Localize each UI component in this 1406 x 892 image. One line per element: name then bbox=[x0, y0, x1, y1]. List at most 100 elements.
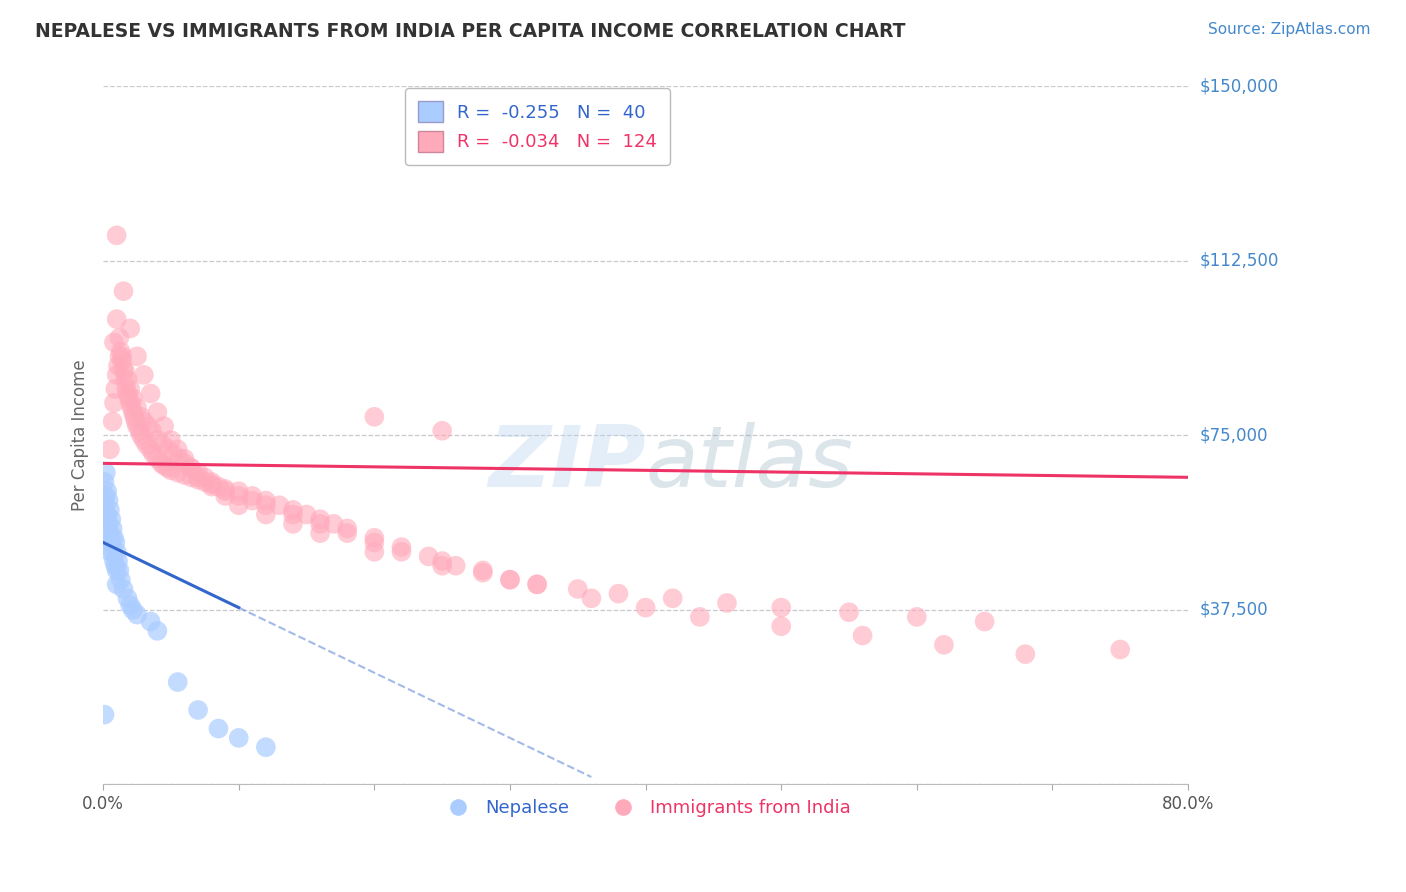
Point bbox=[567, 582, 589, 596]
Point bbox=[163, 447, 186, 461]
Point bbox=[121, 401, 143, 415]
Point bbox=[166, 466, 188, 480]
Point bbox=[153, 419, 176, 434]
Point bbox=[142, 447, 165, 461]
Point bbox=[146, 624, 169, 638]
Legend: Nepalese, Immigrants from India: Nepalese, Immigrants from India bbox=[433, 792, 859, 824]
Point bbox=[214, 484, 236, 499]
Point bbox=[851, 628, 873, 642]
Point bbox=[150, 456, 173, 470]
Point bbox=[187, 703, 209, 717]
Point bbox=[114, 363, 136, 377]
Point bbox=[94, 512, 117, 526]
Point bbox=[716, 596, 738, 610]
Point bbox=[363, 409, 385, 424]
Point bbox=[124, 409, 146, 424]
Point bbox=[146, 433, 169, 447]
Point bbox=[112, 284, 135, 298]
Point bbox=[103, 531, 125, 545]
Point bbox=[254, 493, 277, 508]
Point bbox=[499, 573, 522, 587]
Point bbox=[180, 461, 202, 475]
Point bbox=[96, 531, 118, 545]
Point bbox=[125, 419, 148, 434]
Point bbox=[105, 312, 128, 326]
Point bbox=[157, 442, 180, 457]
Y-axis label: Per Capita Income: Per Capita Income bbox=[72, 359, 89, 511]
Point bbox=[101, 545, 124, 559]
Point bbox=[160, 433, 183, 447]
Point bbox=[110, 573, 132, 587]
Point bbox=[207, 480, 229, 494]
Point bbox=[430, 424, 453, 438]
Point bbox=[471, 563, 494, 577]
Point bbox=[103, 554, 125, 568]
Point bbox=[105, 545, 128, 559]
Point bbox=[104, 558, 127, 573]
Point bbox=[689, 610, 711, 624]
Point bbox=[444, 558, 467, 573]
Point bbox=[153, 458, 176, 473]
Text: $150,000: $150,000 bbox=[1199, 78, 1278, 95]
Point bbox=[101, 415, 124, 429]
Point bbox=[103, 396, 125, 410]
Point bbox=[97, 493, 120, 508]
Point bbox=[104, 382, 127, 396]
Point bbox=[526, 577, 548, 591]
Point bbox=[94, 489, 117, 503]
Point bbox=[122, 603, 145, 617]
Point bbox=[240, 489, 263, 503]
Point bbox=[110, 344, 132, 359]
Point bbox=[363, 535, 385, 549]
Point bbox=[228, 489, 250, 503]
Point bbox=[100, 512, 122, 526]
Point bbox=[111, 354, 134, 368]
Point bbox=[97, 516, 120, 531]
Point bbox=[129, 409, 152, 424]
Point bbox=[526, 577, 548, 591]
Point bbox=[166, 675, 188, 690]
Point bbox=[173, 451, 195, 466]
Point bbox=[139, 615, 162, 629]
Point bbox=[228, 498, 250, 512]
Point bbox=[101, 521, 124, 535]
Text: NEPALESE VS IMMIGRANTS FROM INDIA PER CAPITA INCOME CORRELATION CHART: NEPALESE VS IMMIGRANTS FROM INDIA PER CA… bbox=[35, 22, 905, 41]
Point bbox=[363, 545, 385, 559]
Point bbox=[187, 470, 209, 484]
Point bbox=[167, 451, 190, 466]
Point bbox=[173, 467, 195, 482]
Point bbox=[363, 531, 385, 545]
Point bbox=[120, 599, 142, 613]
Point bbox=[770, 600, 793, 615]
Point bbox=[281, 516, 304, 531]
Point bbox=[770, 619, 793, 633]
Point bbox=[173, 456, 195, 470]
Point bbox=[132, 433, 155, 447]
Point bbox=[112, 363, 135, 377]
Point bbox=[125, 607, 148, 622]
Point bbox=[105, 228, 128, 243]
Point bbox=[93, 475, 115, 489]
Point bbox=[98, 526, 121, 541]
Point bbox=[108, 563, 131, 577]
Point bbox=[207, 722, 229, 736]
Point bbox=[122, 391, 145, 405]
Point bbox=[838, 605, 860, 619]
Text: atlas: atlas bbox=[645, 422, 853, 505]
Point bbox=[160, 463, 183, 477]
Point bbox=[581, 591, 603, 606]
Point bbox=[634, 600, 657, 615]
Point bbox=[96, 508, 118, 522]
Point bbox=[281, 503, 304, 517]
Point bbox=[152, 438, 174, 452]
Point bbox=[214, 482, 236, 496]
Point bbox=[120, 396, 142, 410]
Point bbox=[146, 405, 169, 419]
Point bbox=[309, 526, 332, 541]
Point bbox=[100, 535, 122, 549]
Point bbox=[136, 419, 159, 434]
Point bbox=[194, 470, 217, 484]
Point bbox=[141, 424, 163, 438]
Point bbox=[228, 731, 250, 745]
Point bbox=[430, 554, 453, 568]
